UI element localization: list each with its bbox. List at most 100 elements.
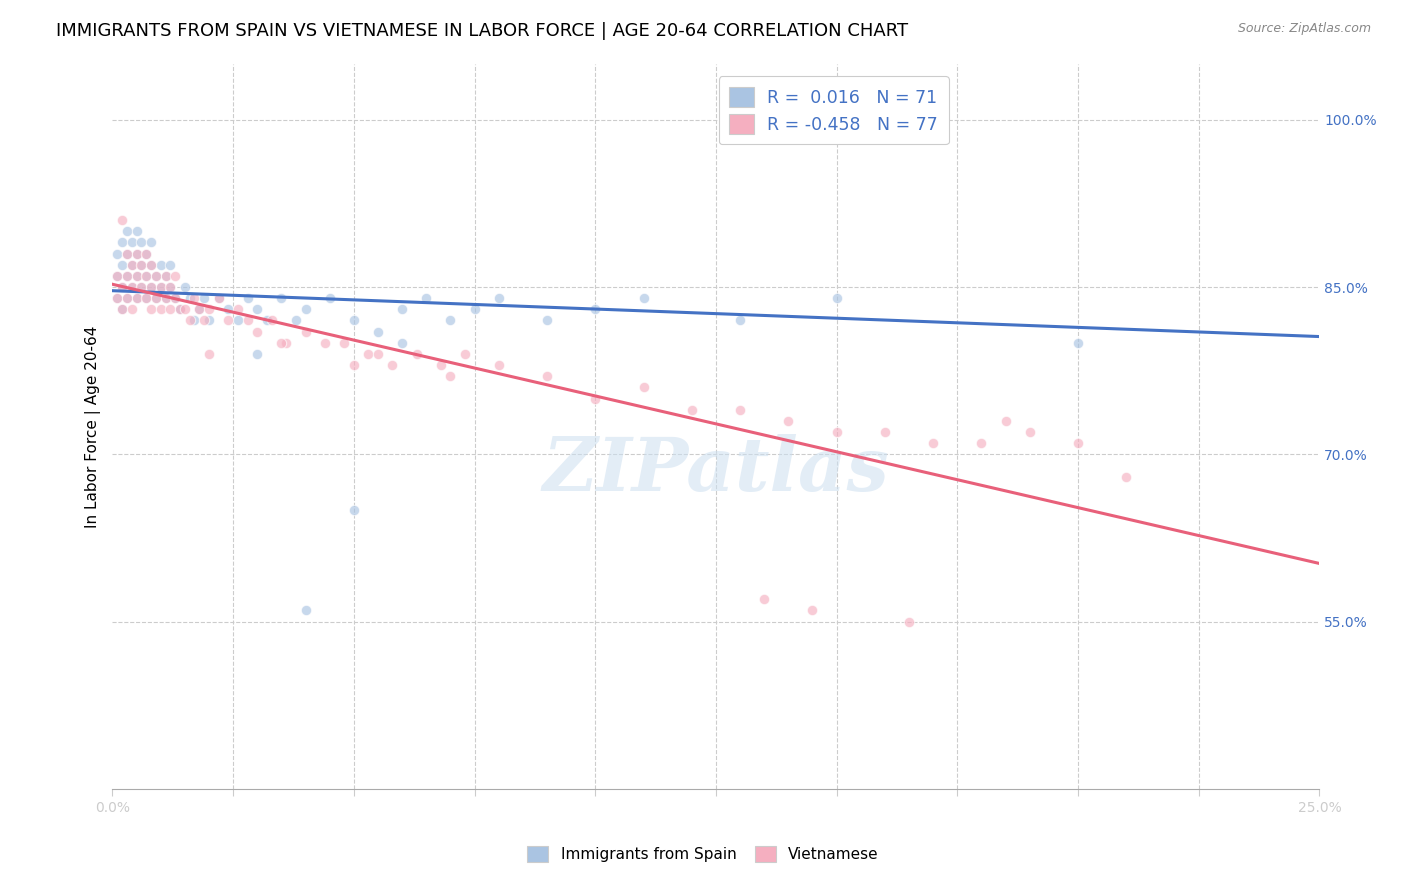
- Point: [536, 313, 558, 327]
- Point: [111, 213, 134, 227]
- Point: [873, 425, 896, 439]
- Point: [778, 414, 800, 428]
- Point: [217, 313, 239, 327]
- Point: [169, 302, 191, 317]
- Point: [193, 291, 215, 305]
- Point: [125, 268, 148, 283]
- Point: [145, 268, 167, 283]
- Text: ZIPatlas: ZIPatlas: [543, 434, 890, 506]
- Point: [343, 313, 366, 327]
- Point: [165, 291, 187, 305]
- Point: [131, 280, 153, 294]
- Point: [270, 291, 292, 305]
- Point: [125, 246, 148, 260]
- Point: [139, 235, 162, 250]
- Point: [439, 313, 461, 327]
- Point: [105, 268, 128, 283]
- Point: [226, 302, 249, 317]
- Point: [488, 358, 510, 372]
- Point: [583, 302, 606, 317]
- Point: [193, 313, 215, 327]
- Point: [318, 291, 340, 305]
- Point: [105, 268, 128, 283]
- Point: [198, 313, 221, 327]
- Point: [125, 224, 148, 238]
- Point: [681, 402, 703, 417]
- Legend: R =  0.016   N = 71, R = -0.458   N = 77: R = 0.016 N = 71, R = -0.458 N = 77: [718, 77, 949, 145]
- Point: [1067, 436, 1090, 450]
- Point: [115, 224, 138, 238]
- Point: [367, 347, 389, 361]
- Point: [728, 313, 751, 327]
- Point: [463, 302, 485, 317]
- Point: [188, 302, 211, 317]
- Point: [135, 291, 157, 305]
- Point: [1018, 425, 1040, 439]
- Point: [728, 402, 751, 417]
- Point: [155, 291, 177, 305]
- Point: [139, 280, 162, 294]
- Point: [115, 246, 138, 260]
- Point: [415, 291, 437, 305]
- Point: [155, 268, 177, 283]
- Point: [111, 280, 134, 294]
- Point: [111, 258, 134, 272]
- Point: [367, 325, 389, 339]
- Point: [165, 268, 187, 283]
- Point: [801, 603, 824, 617]
- Point: [246, 325, 269, 339]
- Point: [488, 291, 510, 305]
- Point: [149, 258, 172, 272]
- Point: [583, 392, 606, 406]
- Point: [633, 291, 655, 305]
- Point: [125, 291, 148, 305]
- Point: [105, 246, 128, 260]
- Point: [111, 280, 134, 294]
- Point: [1115, 469, 1137, 483]
- Point: [149, 302, 172, 317]
- Point: [198, 302, 221, 317]
- Point: [115, 291, 138, 305]
- Point: [198, 347, 221, 361]
- Point: [536, 369, 558, 384]
- Point: [139, 302, 162, 317]
- Point: [135, 291, 157, 305]
- Point: [343, 503, 366, 517]
- Point: [236, 313, 259, 327]
- Point: [115, 268, 138, 283]
- Point: [429, 358, 451, 372]
- Point: [121, 235, 143, 250]
- Point: [111, 302, 134, 317]
- Point: [294, 325, 316, 339]
- Point: [105, 291, 128, 305]
- Point: [115, 291, 138, 305]
- Point: [294, 603, 316, 617]
- Point: [131, 258, 153, 272]
- Point: [173, 302, 195, 317]
- Point: [260, 313, 283, 327]
- Point: [155, 291, 177, 305]
- Point: [169, 302, 191, 317]
- Point: [405, 347, 427, 361]
- Point: [145, 291, 167, 305]
- Point: [125, 268, 148, 283]
- Point: [159, 302, 181, 317]
- Point: [139, 258, 162, 272]
- Y-axis label: In Labor Force | Age 20-64: In Labor Force | Age 20-64: [86, 326, 101, 527]
- Point: [246, 347, 269, 361]
- Point: [131, 258, 153, 272]
- Point: [149, 280, 172, 294]
- Point: [236, 291, 259, 305]
- Point: [183, 291, 205, 305]
- Point: [898, 112, 921, 127]
- Point: [121, 302, 143, 317]
- Point: [121, 280, 143, 294]
- Point: [159, 258, 181, 272]
- Point: [139, 280, 162, 294]
- Point: [135, 268, 157, 283]
- Point: [165, 291, 187, 305]
- Point: [159, 280, 181, 294]
- Point: [284, 313, 307, 327]
- Point: [183, 313, 205, 327]
- Point: [1067, 335, 1090, 350]
